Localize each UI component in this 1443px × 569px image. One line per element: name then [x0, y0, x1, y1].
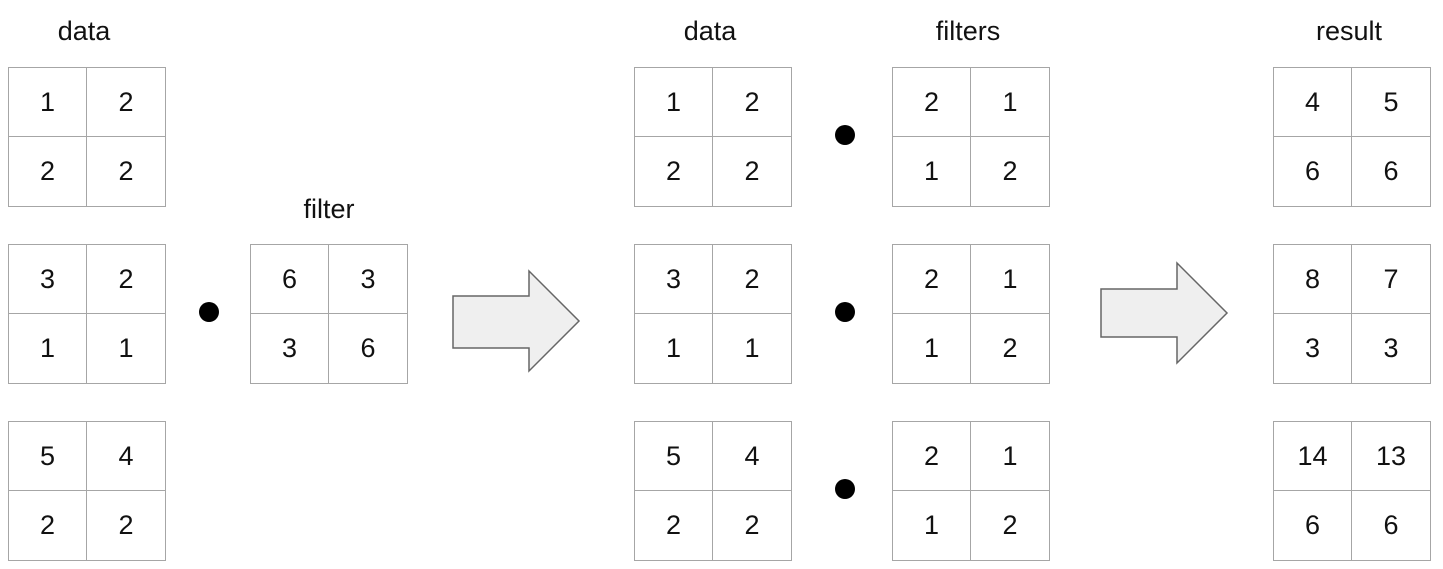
- matrix-cell: 1: [9, 314, 87, 383]
- left-filter-label: filter: [303, 194, 355, 224]
- matrix-cell: 6: [1383, 156, 1399, 186]
- matrix-cell: 3: [251, 314, 329, 383]
- result-matrix-3: 14 13 6 6: [1273, 421, 1431, 561]
- matrix-cell: 6: [1274, 491, 1352, 560]
- right-arrow-icon: [1100, 261, 1229, 365]
- matrix-cell: 2: [1002, 333, 1018, 363]
- matrix-cell: 2: [9, 137, 87, 206]
- matrix-cell: 1: [971, 422, 1049, 491]
- dot-product-icon: [835, 479, 855, 499]
- left-data-matrix-2: 3 2 1 1: [8, 244, 166, 384]
- middle-data-matrix-2: 3 2 1 1: [634, 244, 792, 384]
- matrix-cell: 2: [118, 156, 134, 186]
- middle-filters-label: filters: [935, 16, 1001, 46]
- matrix-cell: 1: [971, 68, 1049, 137]
- dot-product-icon: [835, 125, 855, 145]
- matrix-cell: 6: [251, 245, 329, 314]
- matrix-cell: 2: [893, 68, 971, 137]
- left-data-matrix-1: 1 2 2 2: [8, 67, 166, 207]
- left-filter-matrix: 6 3 3 6: [250, 244, 408, 384]
- matrix-cell: 1: [893, 137, 971, 206]
- matrix-cell: 1: [635, 68, 713, 137]
- middle-filter-matrix-2: 2 1 1 2: [892, 244, 1050, 384]
- middle-data-matrix-1: 1 2 2 2: [634, 67, 792, 207]
- matrix-cell: 6: [1383, 510, 1399, 540]
- matrix-cell: 1: [9, 68, 87, 137]
- matrix-cell: 2: [713, 245, 791, 314]
- matrix-cell: 3: [1274, 314, 1352, 383]
- matrix-cell: 5: [9, 422, 87, 491]
- matrix-cell: 1: [893, 491, 971, 560]
- matrix-cell: 2: [87, 68, 165, 137]
- matrix-cell: 6: [1274, 137, 1352, 206]
- matrix-cell: 5: [1352, 68, 1430, 137]
- matrix-cell: 4: [713, 422, 791, 491]
- matrix-cell: 3: [635, 245, 713, 314]
- matrix-cell: 2: [1002, 156, 1018, 186]
- matrix-cell: 1: [635, 314, 713, 383]
- result-label: result: [1315, 16, 1383, 46]
- matrix-cell: 2: [635, 137, 713, 206]
- matrix-cell: 2: [118, 510, 134, 540]
- matrix-cell: 2: [9, 491, 87, 560]
- result-matrix-2: 8 7 3 3: [1273, 244, 1431, 384]
- matrix-cell: 2: [1002, 510, 1018, 540]
- matrix-cell: 2: [87, 245, 165, 314]
- result-matrix-1: 4 5 6 6: [1273, 67, 1431, 207]
- matrix-cell: 2: [635, 491, 713, 560]
- right-arrow-icon: [452, 269, 581, 373]
- matrix-cell: 6: [360, 333, 376, 363]
- matrix-cell: 1: [971, 245, 1049, 314]
- matrix-cell: 2: [744, 510, 760, 540]
- matrix-cell: 7: [1352, 245, 1430, 314]
- matrix-cell: 5: [635, 422, 713, 491]
- matrix-cell: 1: [744, 333, 760, 363]
- matrix-cell: 1: [118, 333, 134, 363]
- middle-data-label: data: [683, 16, 737, 46]
- middle-filter-matrix-3: 2 1 1 2: [892, 421, 1050, 561]
- matrix-cell: 3: [9, 245, 87, 314]
- matrix-cell: 2: [713, 68, 791, 137]
- matrix-cell: 14: [1274, 422, 1352, 491]
- matrix-cell: 1: [893, 314, 971, 383]
- matrix-cell: 2: [893, 422, 971, 491]
- matrix-cell: 3: [1383, 333, 1399, 363]
- matrix-cell: 2: [744, 156, 760, 186]
- middle-data-matrix-3: 5 4 2 2: [634, 421, 792, 561]
- left-data-label: data: [57, 16, 111, 46]
- dot-product-icon: [199, 302, 219, 322]
- matrix-cell: 13: [1352, 422, 1430, 491]
- left-data-matrix-3: 5 4 2 2: [8, 421, 166, 561]
- matrix-cell: 4: [1274, 68, 1352, 137]
- matrix-cell: 4: [87, 422, 165, 491]
- dot-product-icon: [835, 302, 855, 322]
- matrix-cell: 2: [893, 245, 971, 314]
- middle-filter-matrix-1: 2 1 1 2: [892, 67, 1050, 207]
- matrix-cell: 3: [329, 245, 407, 314]
- matrix-cell: 8: [1274, 245, 1352, 314]
